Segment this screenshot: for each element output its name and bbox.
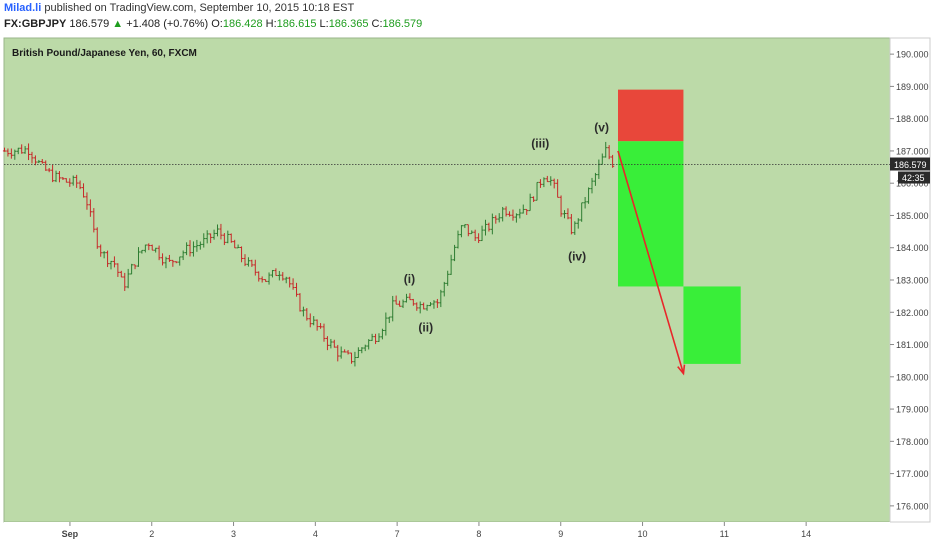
y-tick-label: 186.000	[896, 179, 929, 189]
y-tick-label: 188.000	[896, 114, 929, 124]
price-tag: 186.579 42:35	[890, 157, 930, 184]
price-change: +1.408 (+0.76%)	[126, 18, 209, 30]
close-value: 186.579	[382, 18, 423, 30]
low-label: L:	[319, 18, 329, 30]
arrow-shaft	[617, 150, 685, 374]
price-axis[interactable]	[889, 37, 931, 523]
x-tick-label: 9	[558, 529, 563, 539]
x-axis-ticks: Sep 2 3 4 7 8 9 10 11 14	[62, 522, 811, 539]
close-label: C:	[371, 18, 383, 30]
y-axis-ticks: 176.000 177.000 178.000 179.000 180.000 181.0…	[890, 50, 929, 511]
x-tick-label: 14	[801, 529, 811, 539]
y-tick-label: 181.000	[896, 340, 929, 350]
x-tick-label: 8	[476, 529, 481, 539]
chart-title: British Pound/Japanese Yen, 60, FXCM	[12, 48, 197, 59]
candles	[2, 141, 615, 367]
symbol-name[interactable]: FX:GBPJPY	[4, 18, 67, 30]
plot-area[interactable]	[3, 37, 891, 523]
wave-label: (iii)	[531, 137, 549, 151]
open-value: 186.428	[222, 18, 263, 30]
time-axis[interactable]	[4, 522, 890, 546]
y-tick-label: 185.000	[896, 211, 929, 221]
y-tick-label: 178.000	[896, 437, 929, 447]
price-tag-bg	[890, 157, 930, 171]
x-tick-label: 11	[720, 529, 729, 539]
y-tick-label: 190.000	[896, 50, 929, 60]
x-tick-label: 10	[638, 529, 648, 539]
countdown-label: 42:35	[902, 173, 925, 183]
countdown-bg	[898, 171, 930, 184]
arrow-head	[677, 364, 686, 376]
wave-label: (iv)	[568, 250, 586, 264]
low-value: 186.365	[328, 18, 369, 30]
wave-labels: (i) (ii) (iii) (iv) (v)	[404, 121, 609, 335]
publish-text: published on TradingView.com, September …	[44, 2, 355, 14]
trade-zones	[618, 89, 741, 364]
y-tick-label: 189.000	[896, 82, 929, 92]
price-tag-label: 186.579	[894, 160, 927, 170]
up-arrow-icon: ▲	[112, 18, 124, 30]
stop-zone	[618, 89, 684, 142]
x-tick-label: Sep	[62, 529, 79, 539]
last-price: 186.579	[69, 18, 110, 30]
x-tick-label: 4	[313, 529, 318, 539]
author-link[interactable]: Milad.li	[4, 2, 42, 14]
open-label: O:	[211, 18, 223, 30]
wave-label: (ii)	[418, 321, 433, 335]
x-tick-label: 3	[231, 529, 236, 539]
y-tick-label: 183.000	[896, 276, 929, 286]
y-tick-label: 176.000	[896, 501, 929, 511]
symbol-bar: FX:GBPJPY 186.579 ▲ +1.408 (+0.76%) O:18…	[4, 18, 422, 30]
wave-label: (v)	[594, 121, 609, 135]
y-tick-label: 177.000	[896, 469, 929, 479]
y-tick-label: 182.000	[896, 308, 929, 318]
y-tick-label: 180.000	[896, 372, 929, 382]
projection-arrow	[617, 150, 686, 376]
target2-zone	[683, 286, 741, 364]
high-value: 186.615	[276, 18, 317, 30]
y-tick-label: 179.000	[896, 405, 929, 415]
x-tick-label: 2	[149, 529, 154, 539]
publish-info: Milad.li published on TradingView.com, S…	[4, 2, 354, 14]
wave-label: (i)	[404, 272, 415, 286]
y-tick-label: 187.000	[896, 146, 929, 156]
y-tick-label: 184.000	[896, 243, 929, 253]
x-tick-label: 7	[395, 529, 400, 539]
high-label: H:	[265, 18, 277, 30]
